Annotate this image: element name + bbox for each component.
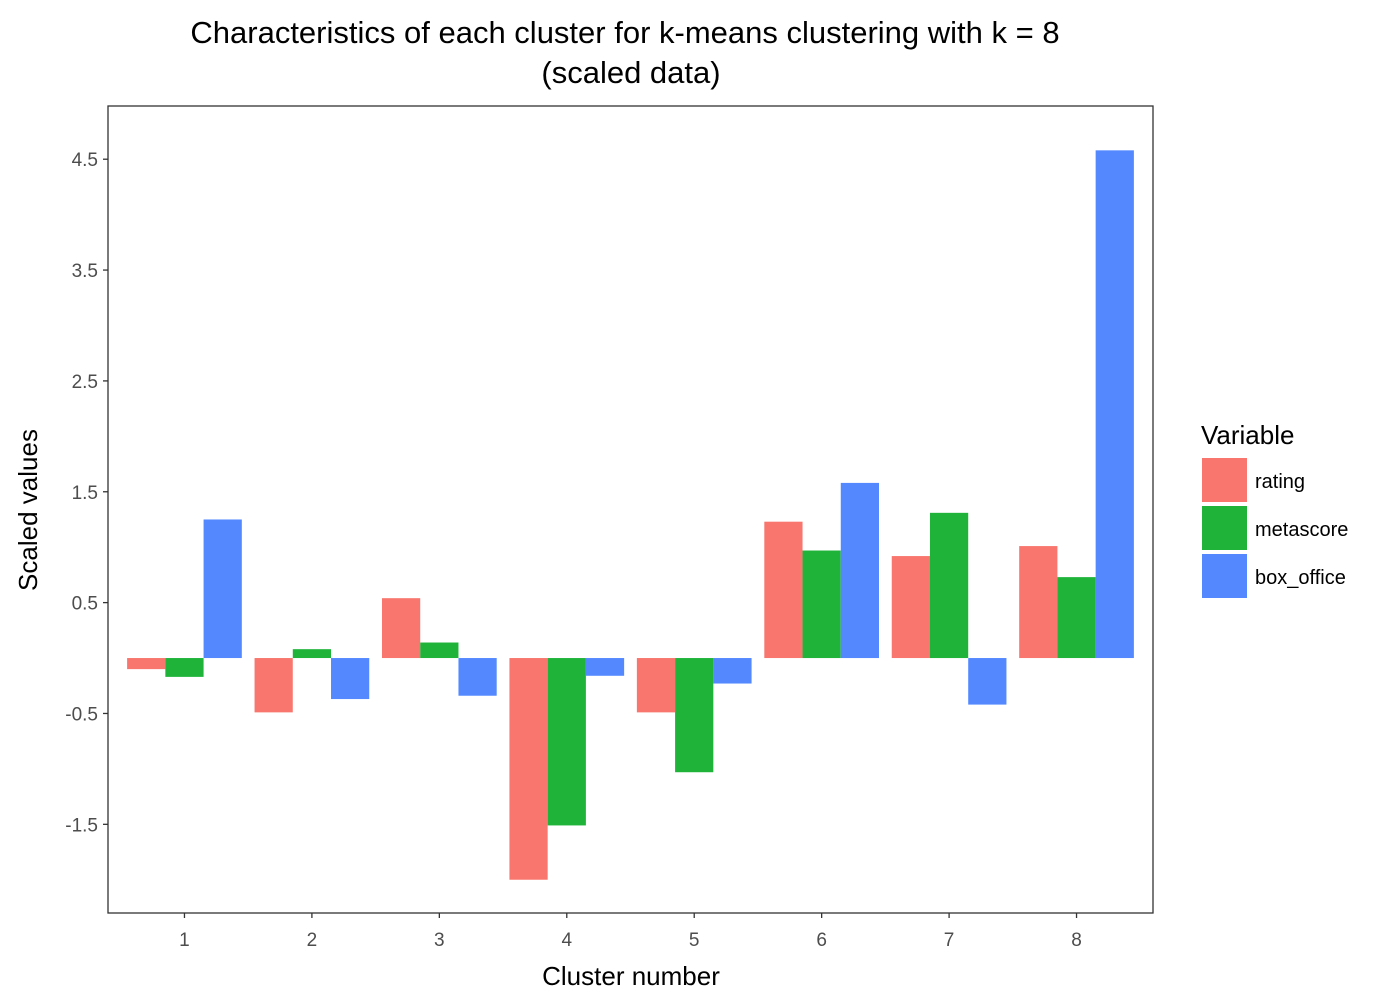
bar-metascore-cluster-6: [802, 550, 841, 659]
x-tick-label: 5: [689, 930, 700, 951]
legend-key-rating: [1202, 458, 1247, 502]
y-tick-label: 2.5: [72, 372, 98, 393]
bar-box_office-cluster-8: [1095, 150, 1134, 659]
bar-rating-cluster-5: [636, 658, 676, 713]
y-tick-label: 4.5: [72, 150, 98, 171]
y-tick-label: -1.5: [65, 815, 98, 836]
bar-rating-cluster-6: [764, 521, 803, 659]
bar-metascore-cluster-5: [675, 658, 714, 773]
legend-title: Variable: [1201, 420, 1294, 450]
y-tick-label: 3.5: [72, 261, 98, 282]
legend-label-rating: rating: [1255, 471, 1305, 493]
y-tick-label: -0.5: [65, 704, 98, 725]
plot-panel-border: [107, 105, 1154, 914]
bars-layer: [127, 150, 1134, 880]
bar-rating-cluster-3: [381, 598, 421, 659]
bar-box_office-cluster-7: [968, 658, 1007, 705]
bar-metascore-cluster-2: [292, 649, 332, 659]
x-tick-label: 8: [1071, 930, 1082, 951]
bar-metascore-cluster-3: [420, 642, 459, 659]
legend-key-metascore: [1202, 506, 1247, 550]
x-tick-label: 4: [561, 930, 572, 951]
chart-title-line1: Characteristics of each cluster for k-me…: [190, 15, 1059, 50]
legend-label-metascore: metascore: [1255, 519, 1348, 541]
y-tick-label: 0.5: [72, 594, 98, 615]
bar-rating-cluster-4: [509, 658, 548, 880]
bar-box_office-cluster-6: [840, 482, 879, 659]
bar-metascore-cluster-1: [165, 658, 204, 677]
y-tick-label: 1.5: [72, 483, 98, 504]
legend-label-box_office: box_office: [1255, 567, 1346, 589]
y-axis-title: Scaled values: [13, 429, 43, 591]
x-tick-label: 1: [179, 930, 190, 951]
x-tick-label: 2: [307, 930, 318, 951]
x-tick-label: 3: [434, 930, 445, 951]
bar-box_office-cluster-2: [331, 658, 370, 700]
legend-key-box_office: [1202, 554, 1247, 598]
legend: Variable rating metascore box_office: [1201, 420, 1348, 598]
bar-rating-cluster-2: [254, 658, 293, 713]
bar-rating-cluster-1: [127, 658, 166, 670]
chart-title-line2: (scaled data): [541, 55, 720, 90]
bar-metascore-cluster-7: [929, 512, 969, 659]
bar-box_office-cluster-1: [203, 519, 242, 659]
bar-metascore-cluster-4: [547, 658, 586, 826]
x-tick-label: 7: [944, 930, 955, 951]
bar-metascore-cluster-8: [1057, 577, 1096, 659]
bar-rating-cluster-7: [891, 556, 930, 659]
bar-box_office-cluster-4: [585, 658, 625, 676]
bar-box_office-cluster-5: [713, 658, 752, 684]
x-axis-title: Cluster number: [542, 961, 720, 991]
bar-box_office-cluster-3: [458, 658, 497, 696]
ticks-layer: -1.5 -0.5 0.5 1.5 2.5 3.5 4.5 1 2 3 4 5 6 7 8: [65, 150, 1082, 951]
x-tick-label: 6: [816, 930, 827, 951]
bar-rating-cluster-8: [1019, 546, 1058, 659]
